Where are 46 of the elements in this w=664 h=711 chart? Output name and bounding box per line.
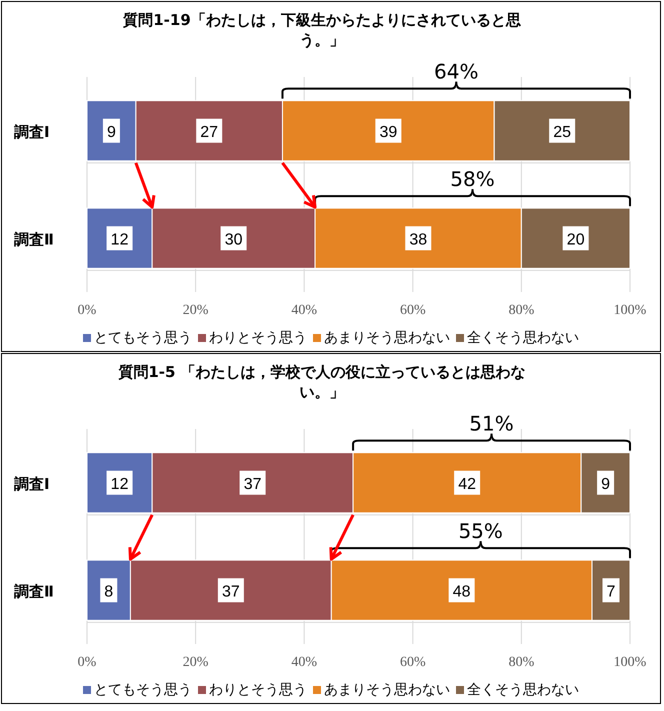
data-label: 37 <box>222 583 240 600</box>
data-label: 7 <box>606 583 616 600</box>
chart-title: 質問1-5 「わたしは，学校で人の役に立っているとは思わない。」 <box>117 362 527 402</box>
chart-title: 質問1-19「わたしは，下級生からたよりにされていると思う。」 <box>122 10 522 50</box>
x-tick-label: 40% <box>291 303 318 318</box>
data-label: 37 <box>244 476 262 493</box>
legend-label: あまりそう思わない <box>324 682 450 698</box>
data-label: 12 <box>110 476 129 493</box>
annotation: 55% <box>458 519 503 544</box>
x-tick-label: 100% <box>614 655 647 670</box>
legend-label: とてもそう思う <box>94 682 192 698</box>
x-tick-label: 100% <box>614 303 647 318</box>
data-label: 27 <box>200 124 218 141</box>
legend-label: 全くそう思わない <box>467 330 579 346</box>
y-tick-label: 調査Ⅱ <box>14 582 54 600</box>
x-tick-label: 80% <box>508 303 535 318</box>
legend-label: 全くそう思わない <box>467 682 579 698</box>
data-label: 25 <box>553 124 572 141</box>
legend-label: あまりそう思わない <box>324 330 450 346</box>
data-label: 20 <box>566 231 585 248</box>
data-label: 30 <box>224 231 243 248</box>
data-label: 39 <box>379 124 398 141</box>
x-tick-label: 60% <box>400 303 426 318</box>
annotation: 51% <box>469 412 514 436</box>
annotation: 64% <box>434 60 478 84</box>
x-tick-label: 20% <box>182 303 209 318</box>
data-label: 9 <box>601 476 610 493</box>
x-tick-label: 20% <box>182 655 209 670</box>
data-label: 9 <box>106 124 116 141</box>
y-tick-label: 調査Ⅱ <box>14 230 54 248</box>
x-tick-label: 0% <box>78 303 97 318</box>
legend-label: わりとそう思う <box>209 330 307 346</box>
data-label: 42 <box>458 476 476 493</box>
x-tick-label: 80% <box>508 655 535 670</box>
data-label: 12 <box>110 231 129 248</box>
legend-label: わりとそう思う <box>209 682 307 698</box>
annotation: 58% <box>450 167 495 192</box>
data-label: 8 <box>104 583 114 600</box>
y-tick-label: 調査Ⅰ <box>14 474 50 493</box>
legend-label: とてもそう思う <box>94 330 192 346</box>
x-tick-label: 60% <box>400 655 426 670</box>
x-tick-label: 0% <box>78 655 97 670</box>
data-label: 48 <box>452 583 471 600</box>
x-tick-label: 40% <box>291 655 318 670</box>
data-label: 38 <box>409 231 428 248</box>
y-tick-label: 調査Ⅰ <box>14 122 50 141</box>
